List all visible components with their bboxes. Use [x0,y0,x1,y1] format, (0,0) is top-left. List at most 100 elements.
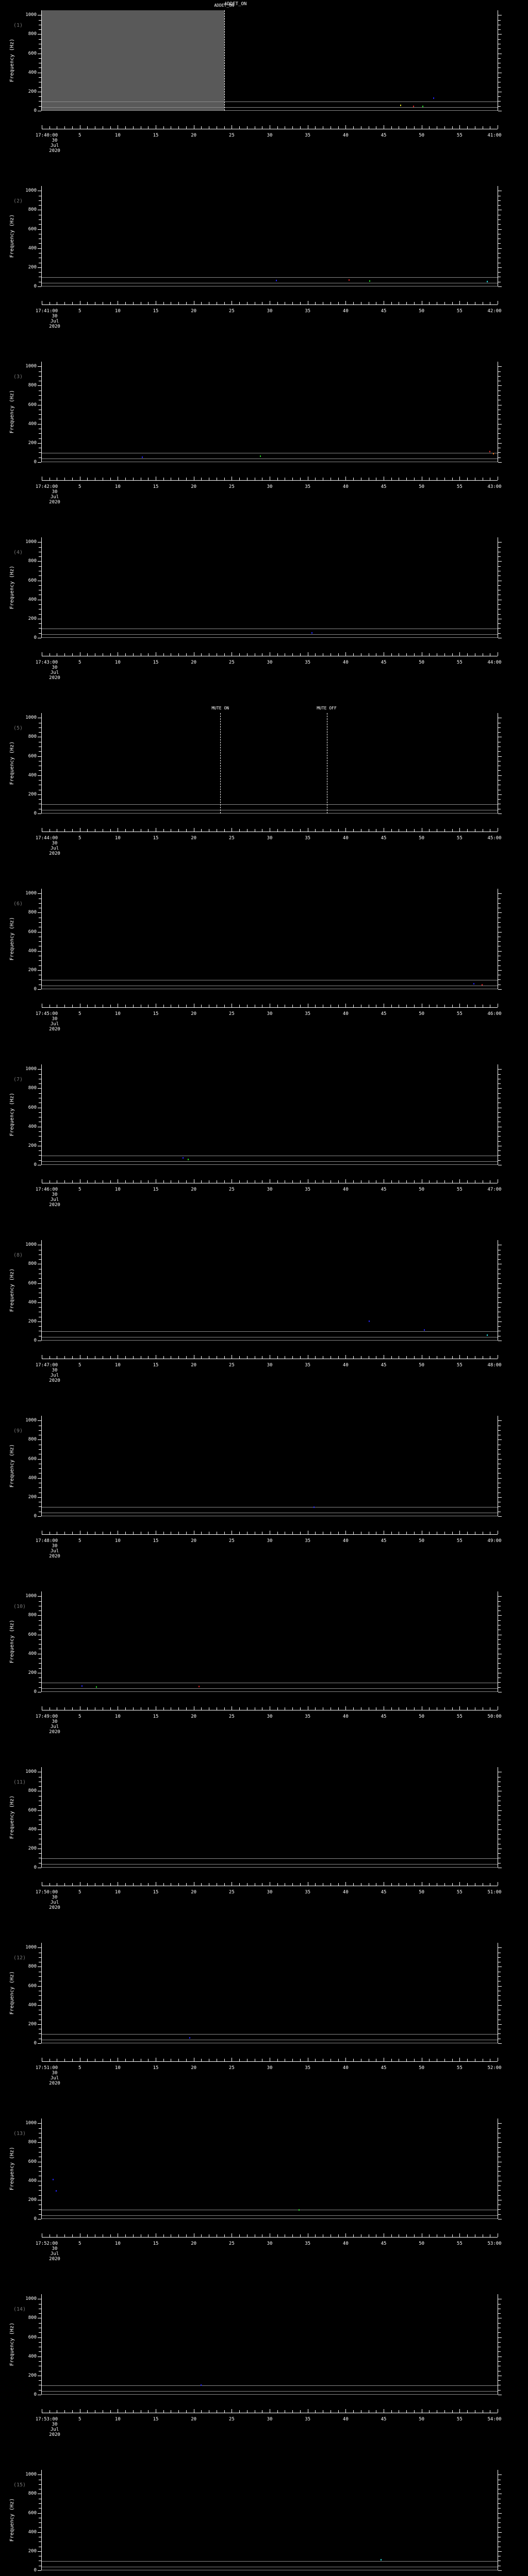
x-tick [452,1356,453,1359]
y-tick-label: 1000 [25,1242,37,1248]
y-tick [39,1468,41,1469]
date-line: 2020 [49,675,60,681]
y-tick [38,2513,41,2514]
y-tick-label: 0 [34,1338,37,1343]
x-tick [315,2410,316,2413]
x-tick [64,653,65,656]
detection-mark [200,2384,202,2386]
y-tick [498,727,501,728]
x-tick [246,829,248,832]
x-tick [345,1355,346,1359]
x-tick [467,478,468,480]
y-tick [498,1468,501,1469]
x-tick [224,126,225,129]
y-tick [498,443,502,444]
x-tick-label: 55 [456,1011,463,1016]
y-tick [39,1136,41,1137]
x-tick [239,829,240,832]
x-tick [239,1005,240,1007]
y-tick [38,2337,41,2338]
y-axis-spine-left [38,2294,42,2395]
y-tick [38,1516,41,1517]
y-tick-label: 400 [28,1299,37,1305]
y-tick [38,794,41,795]
baseline [42,813,498,814]
x-tick-label: 17:42:00 [35,484,58,489]
x-tick [64,1707,65,1710]
y-tick-label-group: 0 200 400 600 800 1000 [0,1416,37,1519]
y-tick-label: 400 [28,1124,37,1129]
x-tick [429,1532,430,1534]
x-tick [406,302,407,304]
y-tick [498,970,502,971]
y-tick-label: 600 [28,753,37,759]
x-tick [459,2058,460,2061]
x-tick-label: 15 [153,1538,159,1544]
y-axis-spine-left [38,362,42,463]
x-tick [467,1005,468,1007]
band-line [42,107,498,108]
detection-mark [381,2558,382,2561]
y-tick-label-group: 0 200 400 600 800 1000 [0,1064,37,1167]
x-tick [459,828,460,832]
x-tick-label: 20 [191,1714,197,1719]
x-tick [246,1005,248,1007]
panel-index-label: (2) [13,198,23,204]
x-tick [467,2234,468,2237]
x-tick-label: 55 [456,484,463,489]
date-line: 30 [52,841,58,846]
x-tick-label: 45:00 [487,836,502,841]
y-tick [498,457,501,458]
x-tick [72,653,73,656]
date-stack: 30 Jul 2020 [31,1192,78,1208]
x-tick [406,126,407,129]
x-tick [292,1532,293,1534]
y-tick [498,200,501,201]
x-tick-label: 5 [78,1890,81,1895]
x-tick-label: 45 [381,660,387,665]
x-tick [300,302,301,304]
y-tick [39,1639,41,1640]
x-tick-label: 40 [342,309,349,314]
x-tick [277,1005,278,1007]
x-tick [133,2059,134,2061]
y-axis-spine-left [38,1591,42,1692]
event-marker-line [220,713,221,814]
x-tick-label: 17:52:00 [35,2241,58,2246]
y-tick [498,1439,502,1440]
band-line [42,1161,498,1162]
figure-title: ADDET_ON [224,2,247,7]
y-tick [39,106,41,107]
y-tick [38,1478,41,1479]
x-tick [444,1356,445,1359]
y-tick [498,1829,502,1830]
y-tick [498,780,501,781]
x-tick-label: 35 [305,1890,311,1895]
x-tick-label: 5 [78,2241,81,2246]
y-tick [38,542,41,543]
x-tick [353,653,354,656]
y-tick [498,794,502,795]
x-tick [353,1005,354,1007]
x-tick [414,302,415,304]
x-tick [239,1883,240,1886]
baseline [42,1164,498,1165]
x-tick [110,2059,111,2061]
y-tick [39,2380,41,2381]
y-tick [39,547,41,548]
x-tick [178,2059,179,2061]
y-tick [39,2195,41,2196]
y-tick [498,922,501,923]
x-tick [87,1532,88,1534]
plot-area [42,537,498,638]
date-stack: 30 Jul 2020 [31,1016,78,1032]
y-tick [39,205,41,206]
x-tick [163,653,164,656]
y-tick-label: 800 [28,31,37,37]
y-tick [498,1853,501,1854]
x-tick-label: 25 [228,836,235,841]
x-tick-label: 15 [153,309,159,314]
x-tick [277,2059,278,2061]
panel-index-label: (3) [13,374,23,380]
y-tick [498,2209,501,2210]
